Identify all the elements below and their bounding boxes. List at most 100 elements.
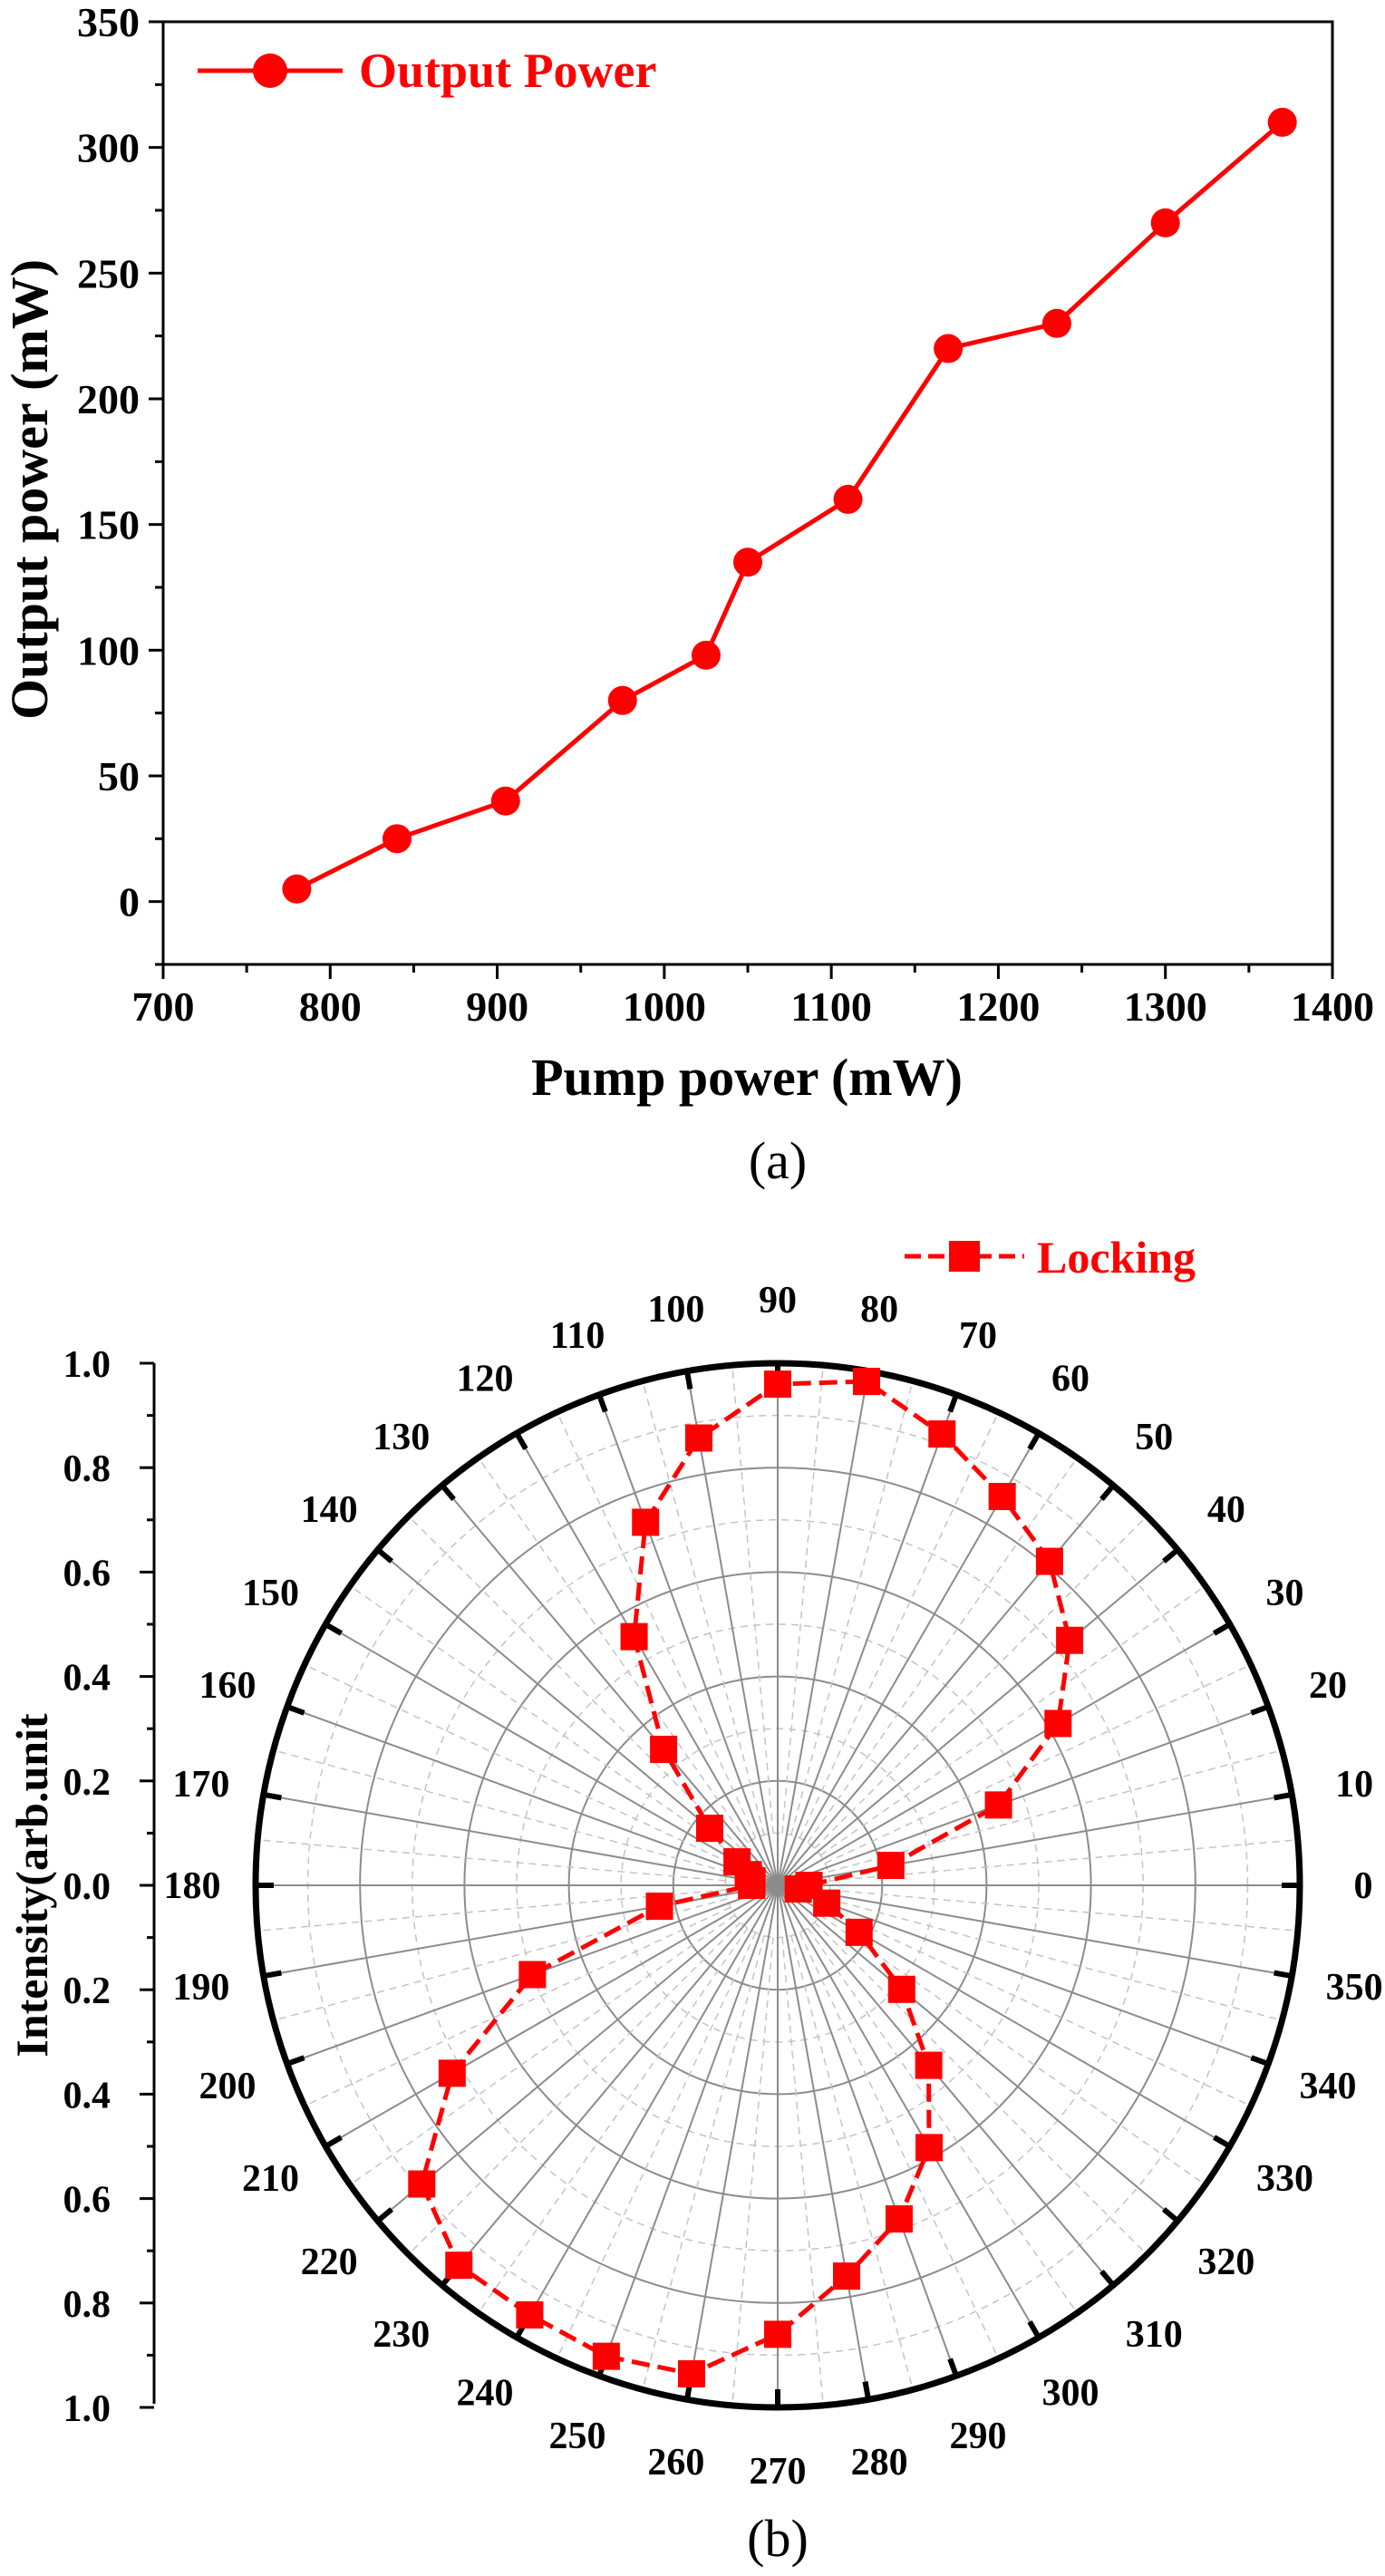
y-tick-label: 0 (119, 879, 140, 925)
polar-spoke-minor (807, 1457, 1078, 1844)
radial-label: 1.0 (63, 2388, 111, 2430)
plot-frame-a (161, 20, 1334, 966)
data-point (1056, 1626, 1084, 1654)
radial-label: 0.4 (63, 2075, 111, 2116)
angle-label: 320 (1197, 2242, 1254, 2283)
radial-label: 0.0 (63, 1866, 111, 1908)
output-power-line (295, 121, 1284, 892)
polar-spoke (777, 1884, 957, 2377)
polar-spoke (516, 1432, 779, 1886)
legend-b: Locking (905, 1232, 1196, 1283)
data-point (833, 484, 863, 514)
angle-tick (263, 1792, 282, 1801)
legend-a-label: Output Power (359, 44, 656, 98)
y-tick-label: 150 (77, 502, 140, 548)
angle-label: 60 (1051, 1359, 1090, 1400)
a-y-tick-labels: 0 50 100 150 200 250 300 350 (77, 0, 140, 925)
polar-spoke-minor (408, 1516, 741, 1849)
polar-spoke (324, 1884, 779, 2147)
angle-label: 270 (750, 2451, 807, 2493)
caption-b: (b) (747, 2509, 809, 2568)
angle-tick (324, 1622, 343, 1636)
angle-label: 220 (301, 2242, 358, 2283)
data-point (1044, 1709, 1072, 1738)
angle-label: 110 (550, 1315, 605, 1357)
x-tick-label: 1100 (790, 983, 871, 1030)
polar-spoke (777, 1884, 1115, 2286)
polar-spoke-minor (304, 1663, 731, 1864)
y-tick-label: 250 (77, 250, 140, 296)
polar-spoke (286, 1706, 779, 1886)
y-tick-label: 200 (77, 376, 140, 422)
radial-axis-ticks (140, 1361, 154, 2409)
caption-a: (a) (749, 1131, 807, 1190)
angle-label: 30 (1265, 1573, 1303, 1614)
angle-tick (375, 2207, 394, 2223)
angle-label: 240 (457, 2372, 514, 2414)
polar-spoke-minor (349, 1585, 736, 1856)
panel-a-line-chart: 700 800 900 1000 1100 1200 1300 1400 0 50 100 150 2… (0, 0, 1374, 1190)
data-point (383, 824, 412, 854)
polar-spoke (441, 1884, 779, 2286)
angle-label: 330 (1256, 2158, 1313, 2200)
angle-tick (375, 1547, 394, 1564)
polar-spoke-minor (478, 1927, 749, 2314)
output-power-points (282, 107, 1297, 904)
data-point (853, 1368, 881, 1396)
polar-spoke (777, 1370, 870, 1886)
polar-spoke (777, 1548, 1178, 1886)
angle-tick (596, 1393, 608, 1413)
polar-spoke (598, 1394, 779, 1886)
polar-spoke-minor (556, 1411, 757, 1839)
x-tick-label: 700 (132, 983, 195, 1030)
polar-spoke (777, 1884, 1269, 2065)
polar-spoke-minor (731, 1937, 774, 2406)
polar-spoke (777, 1884, 1040, 2339)
angle-tick (1213, 2135, 1232, 2149)
polar-spoke (263, 1793, 779, 1886)
polar-spoke-minor (814, 1922, 1148, 2255)
polar-spoke-minor (408, 1922, 741, 2255)
y-tick-label: 300 (77, 125, 140, 171)
polar-spoke-minor (790, 1380, 914, 1835)
polar-spoke-minor (829, 1889, 1298, 1932)
x-tick-label: 1000 (623, 983, 706, 1030)
polar-spoke-minor (478, 1457, 749, 1844)
polar-spoke (685, 1884, 779, 2400)
angle-tick (263, 1970, 282, 1979)
data-point (691, 640, 721, 670)
angle-label: 190 (172, 1967, 229, 2009)
x-tick-label: 800 (299, 983, 362, 1030)
data-point (1035, 1547, 1063, 1575)
polar-spoke (777, 1884, 1178, 2223)
data-point (695, 1815, 723, 1843)
radial-label: 0.2 (63, 1971, 111, 2012)
data-point (984, 1791, 1012, 1819)
x-tick-label: 1300 (1124, 983, 1207, 1030)
angle-label: 200 (199, 2066, 256, 2107)
data-point (764, 1370, 791, 1399)
polar-spoke-minor (257, 1839, 726, 1882)
angle-label: 50 (1135, 1417, 1173, 1458)
data-point (934, 334, 964, 363)
angle-label: 90 (759, 1280, 797, 1322)
angle-label: 250 (549, 2416, 606, 2457)
radial-label: 0.6 (63, 1553, 111, 1594)
angle-tick (286, 1704, 305, 1716)
angle-tick (286, 2055, 305, 2067)
x-tick-label: 1200 (956, 983, 1040, 1030)
angle-tick (1161, 1547, 1180, 1564)
data-point (607, 685, 637, 715)
angle-label: 140 (301, 1489, 358, 1531)
angle-label: 10 (1335, 1764, 1373, 1806)
angle-label: 350 (1326, 1967, 1383, 2009)
angle-tick (1250, 1704, 1270, 1716)
polar-spoke-minor (781, 1937, 824, 2406)
angle-label: 210 (242, 2158, 299, 2200)
angle-tick (1250, 2055, 1270, 2067)
polar-spoke-minor (819, 1585, 1206, 1856)
polar-spoke-minor (642, 1380, 765, 1835)
angle-tick (1099, 2269, 1116, 2288)
data-point (928, 1420, 956, 1448)
polar-spoke-minor (304, 1906, 731, 2107)
